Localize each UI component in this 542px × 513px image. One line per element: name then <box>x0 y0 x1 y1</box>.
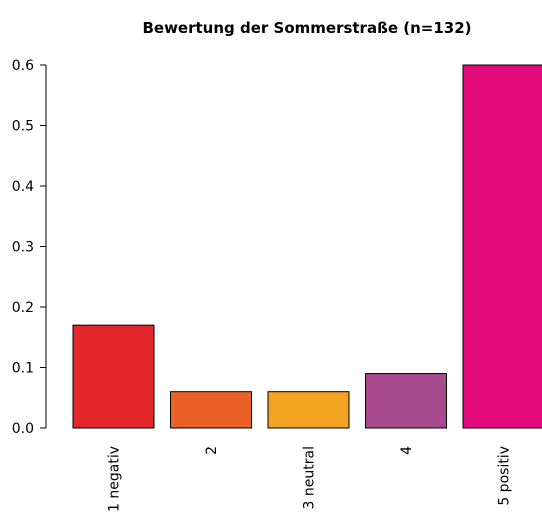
y-tick-labels: 0.0 0.1 0.2 0.3 0.4 0.5 0.6 <box>12 58 34 437</box>
bar <box>462 64 542 429</box>
category-labels: 1 negativ 2 3 neutral 4 5 positiv <box>107 446 513 512</box>
y-tick-label: 0.2 <box>12 300 34 316</box>
y-tick-label: 0.3 <box>12 240 34 256</box>
category-label: 4 <box>399 446 415 455</box>
bar <box>365 373 447 429</box>
category-label: 5 positiv <box>497 446 513 506</box>
category-label: 2 <box>204 446 220 455</box>
y-tick-label: 0.5 <box>12 119 34 135</box>
y-tick-label: 0.6 <box>12 58 34 74</box>
chart-title: Bewertung der Sommerstraße (n=132) <box>142 19 471 37</box>
y-tick-label: 0.1 <box>12 361 34 377</box>
bar <box>170 391 252 429</box>
bar <box>267 391 350 429</box>
bar <box>72 324 155 429</box>
y-axis-line <box>40 64 47 429</box>
y-tick-label: 0.4 <box>12 179 34 195</box>
bars <box>72 64 542 429</box>
category-label: 3 neutral <box>302 446 318 509</box>
y-tick-label: 0.0 <box>12 421 34 437</box>
category-label: 1 negativ <box>107 446 123 512</box>
